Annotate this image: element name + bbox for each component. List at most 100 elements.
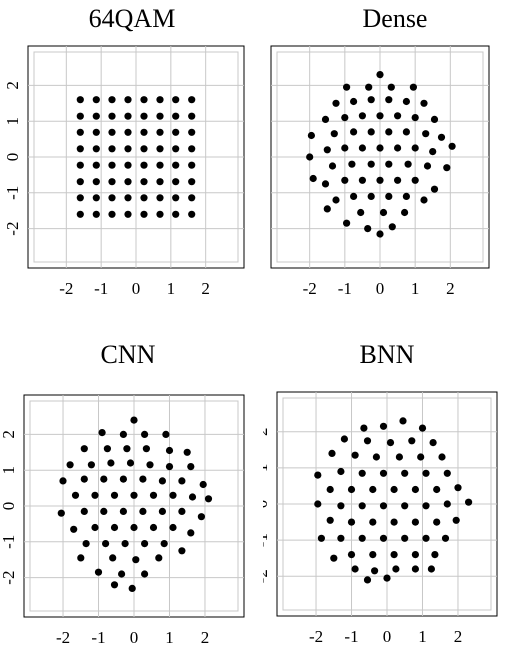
data-point bbox=[121, 540, 129, 548]
data-point bbox=[108, 178, 116, 186]
data-point bbox=[358, 534, 366, 542]
x-tick-label: 1 bbox=[167, 279, 176, 298]
data-point bbox=[423, 162, 432, 170]
data-point bbox=[108, 210, 116, 218]
data-point bbox=[123, 445, 131, 453]
data-point bbox=[149, 523, 158, 532]
data-point bbox=[139, 475, 147, 483]
data-point bbox=[156, 161, 164, 169]
data-point bbox=[57, 509, 65, 517]
data-point bbox=[367, 192, 375, 200]
data-point bbox=[172, 194, 180, 202]
x-tick-label: 2 bbox=[201, 628, 210, 645]
data-point bbox=[402, 128, 410, 136]
data-point bbox=[357, 208, 365, 217]
data-point bbox=[394, 112, 402, 120]
data-point bbox=[82, 540, 90, 548]
data-point bbox=[306, 153, 314, 161]
data-point bbox=[379, 502, 388, 510]
data-point bbox=[156, 210, 164, 218]
data-point bbox=[110, 523, 119, 532]
x-tick-label: -2 bbox=[303, 279, 317, 298]
data-point bbox=[140, 194, 148, 202]
data-point bbox=[314, 471, 322, 479]
data-point bbox=[66, 461, 74, 469]
data-point bbox=[187, 529, 195, 537]
data-point bbox=[119, 507, 127, 515]
data-point bbox=[358, 469, 366, 477]
data-point bbox=[390, 551, 398, 559]
data-point bbox=[411, 114, 419, 122]
data-point bbox=[156, 145, 164, 153]
data-point bbox=[347, 518, 356, 526]
data-point bbox=[140, 210, 148, 218]
x-tick-label: 0 bbox=[132, 279, 141, 298]
data-point bbox=[103, 445, 111, 453]
data-point bbox=[87, 461, 95, 469]
data-point bbox=[395, 453, 403, 461]
data-point bbox=[108, 128, 116, 136]
data-point bbox=[364, 225, 372, 233]
data-point bbox=[358, 144, 366, 152]
data-point bbox=[379, 208, 388, 217]
data-point bbox=[348, 160, 356, 168]
data-point bbox=[139, 507, 147, 515]
data-point bbox=[420, 196, 428, 204]
data-point bbox=[160, 540, 168, 548]
data-point bbox=[411, 551, 419, 559]
data-point bbox=[188, 493, 197, 501]
data-point bbox=[330, 130, 338, 138]
data-point bbox=[108, 96, 116, 104]
data-point bbox=[178, 507, 186, 515]
data-point bbox=[178, 547, 186, 555]
data-point bbox=[402, 97, 410, 106]
data-point bbox=[130, 491, 138, 499]
data-point bbox=[140, 128, 148, 136]
chart-title: Dense bbox=[362, 4, 428, 33]
data-point bbox=[369, 551, 377, 559]
data-point bbox=[341, 114, 349, 122]
data-point bbox=[156, 194, 164, 202]
data-point bbox=[427, 565, 435, 573]
data-point bbox=[326, 516, 334, 524]
data-point bbox=[142, 445, 150, 453]
data-point bbox=[108, 161, 116, 169]
data-point bbox=[341, 144, 349, 152]
y-tick-label: 0 bbox=[263, 153, 265, 162]
data-point bbox=[102, 540, 110, 548]
y-tick-label: -1 bbox=[3, 186, 22, 200]
data-point bbox=[132, 556, 140, 564]
data-point bbox=[188, 128, 196, 136]
data-point bbox=[376, 176, 384, 184]
data-point bbox=[431, 551, 439, 559]
data-point bbox=[411, 144, 419, 152]
data-point bbox=[156, 178, 164, 186]
data-point bbox=[149, 491, 158, 499]
data-point bbox=[401, 208, 409, 217]
data-point bbox=[385, 96, 393, 104]
data-point bbox=[326, 485, 334, 494]
data-point bbox=[124, 128, 132, 136]
data-point bbox=[347, 551, 356, 559]
x-tick-label: -2 bbox=[56, 628, 70, 645]
data-point bbox=[411, 176, 419, 184]
data-point bbox=[411, 485, 419, 494]
x-tick-label: -1 bbox=[344, 627, 358, 645]
data-point bbox=[92, 178, 100, 186]
y-tick-label: 1 bbox=[3, 117, 22, 126]
data-point bbox=[417, 453, 425, 461]
data-point bbox=[140, 145, 148, 153]
y-tick-label: -2 bbox=[263, 569, 271, 583]
data-point bbox=[172, 178, 180, 186]
data-point bbox=[118, 570, 126, 578]
scatter-plot: -2 -1 0 1 2 2 1 0 -1 -2 bbox=[3, 45, 245, 298]
y-tick-label: -2 bbox=[0, 571, 18, 585]
data-point bbox=[402, 192, 410, 200]
chart-panel-64qam: 64QAM -2 -1 0 1 2 2 1 0 -1 -2 bbox=[0, 0, 263, 322]
data-point bbox=[418, 424, 427, 432]
y-tick-label: -2 bbox=[3, 222, 22, 236]
data-point bbox=[390, 485, 398, 494]
data-point bbox=[204, 495, 213, 503]
data-point bbox=[350, 128, 358, 136]
x-tick-label: -2 bbox=[309, 627, 323, 645]
